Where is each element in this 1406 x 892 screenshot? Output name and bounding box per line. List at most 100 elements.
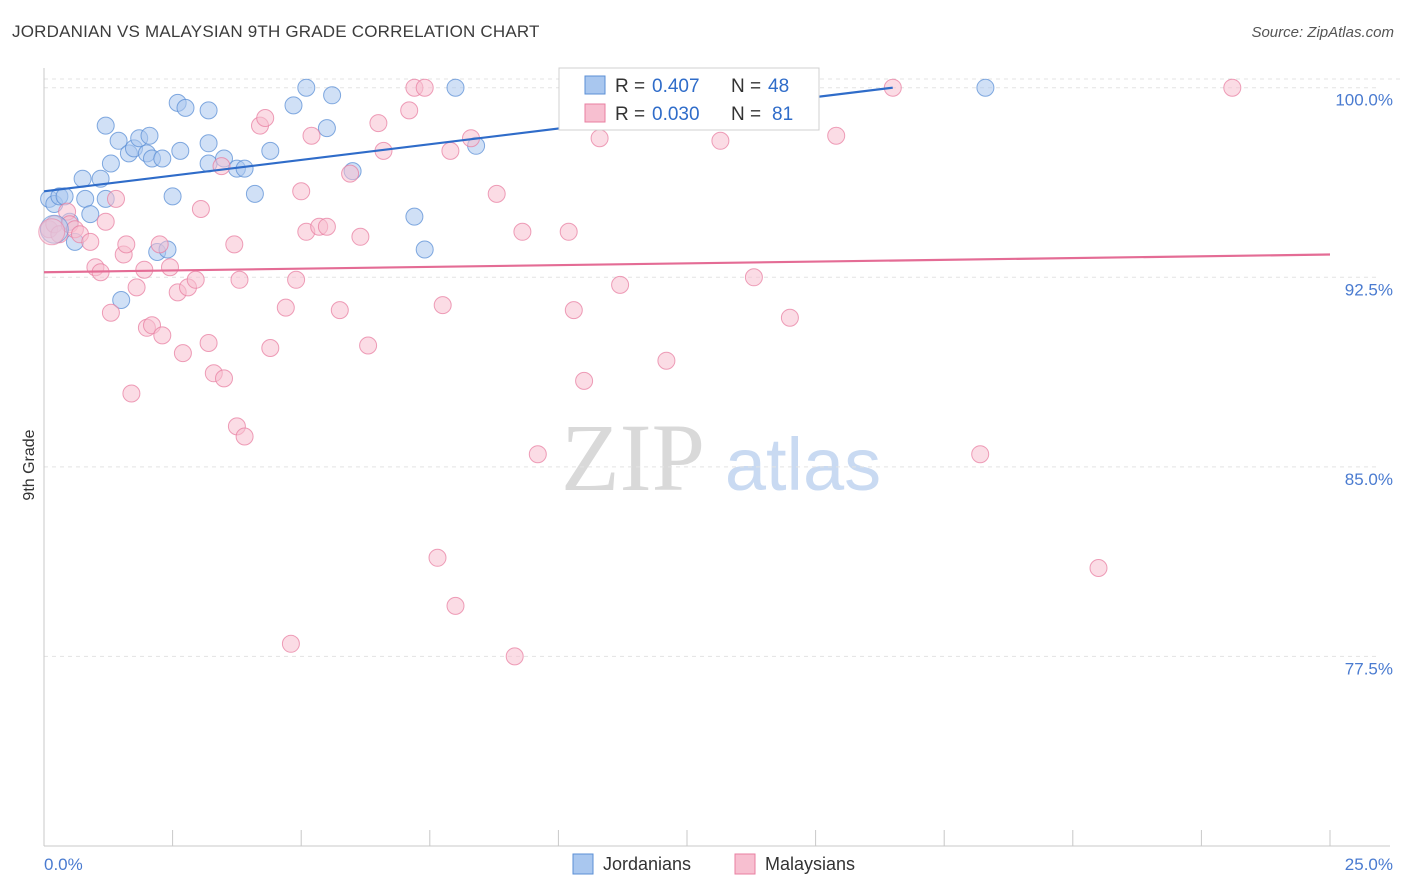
point-malaysians[interactable] <box>191 200 210 218</box>
point-malaysians[interactable] <box>117 235 136 254</box>
point-malaysians[interactable] <box>186 270 205 289</box>
point-malaysians[interactable] <box>505 647 524 666</box>
point-malaysians[interactable] <box>433 296 452 315</box>
point-jordanians[interactable] <box>415 240 434 259</box>
point-malaysians[interactable] <box>230 270 249 289</box>
watermark-atlas: atlas <box>725 423 881 506</box>
point-malaysians[interactable] <box>127 278 146 297</box>
point-malaysians[interactable] <box>513 222 532 241</box>
point-jordanians[interactable] <box>171 141 190 160</box>
point-malaysians[interactable] <box>302 126 321 145</box>
point-malaysians[interactable] <box>276 298 295 317</box>
bottom-legend-label-jordanians[interactable]: Jordanians <box>603 854 691 874</box>
legend-r-value-jordanians: 0.407 <box>652 76 700 97</box>
point-malaysians[interactable] <box>261 339 280 357</box>
legend-n-value-jordanians: 48 <box>768 76 789 97</box>
bottom-legend-swatch-jordanians[interactable] <box>572 853 594 875</box>
legend-swatch-jordanians <box>584 75 606 95</box>
point-malaysians[interactable] <box>780 308 799 327</box>
point-jordanians[interactable] <box>153 149 172 168</box>
point-jordanians[interactable] <box>109 131 128 150</box>
point-malaysians[interactable] <box>359 336 378 355</box>
point-jordanians[interactable] <box>73 169 92 188</box>
point-malaysians[interactable] <box>827 126 846 145</box>
point-cluster-malaysians[interactable] <box>38 218 66 246</box>
point-malaysians[interactable] <box>528 445 547 464</box>
point-malaysians[interactable] <box>212 157 231 176</box>
point-malaysians[interactable] <box>122 384 141 403</box>
point-jordanians[interactable] <box>317 119 336 138</box>
x-tick-label-max: 25.0% <box>1345 855 1393 874</box>
point-malaysians[interactable] <box>1223 78 1242 97</box>
point-jordanians[interactable] <box>976 78 995 97</box>
point-jordanians[interactable] <box>101 154 120 173</box>
point-malaysians[interactable] <box>287 270 306 289</box>
point-malaysians[interactable] <box>256 109 275 127</box>
point-malaysians[interactable] <box>351 227 370 246</box>
point-jordanians[interactable] <box>297 78 316 97</box>
point-malaysians[interactable] <box>415 78 434 97</box>
point-malaysians[interactable] <box>150 235 169 254</box>
point-malaysians[interactable] <box>971 445 990 464</box>
point-jordanians[interactable] <box>245 184 264 203</box>
point-malaysians[interactable] <box>235 427 254 446</box>
point-jordanians[interactable] <box>199 134 218 153</box>
legend-r-value-malaysians: 0.030 <box>652 104 700 125</box>
point-malaysians[interactable] <box>1089 559 1108 577</box>
point-jordanians[interactable] <box>284 96 303 115</box>
point-malaysians[interactable] <box>441 141 460 160</box>
point-malaysians[interactable] <box>101 303 120 322</box>
chart-title: JORDANIAN VS MALAYSIAN 9TH GRADE CORRELA… <box>12 22 540 41</box>
point-malaysians[interactable] <box>559 222 578 241</box>
point-malaysians[interactable] <box>96 212 115 231</box>
point-malaysians[interactable] <box>611 275 630 294</box>
point-malaysians[interactable] <box>428 548 447 567</box>
point-malaysians[interactable] <box>711 131 730 150</box>
point-malaysians[interactable] <box>107 189 125 208</box>
point-jordanians[interactable] <box>81 205 100 224</box>
trend-line-malaysians <box>43 253 1331 274</box>
legend-swatch-malaysians <box>584 103 606 123</box>
point-malaysians[interactable] <box>341 164 360 183</box>
point-jordanians[interactable] <box>112 291 131 309</box>
x-tick-label-min: 0.0% <box>44 855 83 874</box>
point-malaysians[interactable] <box>564 301 583 320</box>
point-malaysians[interactable] <box>199 334 218 352</box>
point-malaysians[interactable] <box>153 326 172 345</box>
bottom-legend-swatch-malaysians[interactable] <box>734 853 756 875</box>
point-jordanians[interactable] <box>163 187 182 206</box>
data-points <box>38 78 1242 666</box>
point-malaysians[interactable] <box>281 634 300 653</box>
point-malaysians[interactable] <box>292 182 311 201</box>
point-jordanians[interactable] <box>76 189 95 208</box>
point-malaysians[interactable] <box>400 101 419 120</box>
point-jordanians[interactable] <box>261 141 280 160</box>
point-malaysians[interactable] <box>446 596 465 615</box>
point-malaysians[interactable] <box>81 232 100 251</box>
point-jordanians[interactable] <box>140 126 159 145</box>
point-malaysians[interactable] <box>590 129 609 148</box>
point-malaysians[interactable] <box>369 114 388 133</box>
point-jordanians[interactable] <box>405 207 424 226</box>
point-jordanians[interactable] <box>199 101 218 120</box>
point-malaysians[interactable] <box>215 369 233 388</box>
point-jordanians[interactable] <box>323 86 342 105</box>
point-jordanians[interactable] <box>446 78 465 97</box>
point-malaysians[interactable] <box>317 217 336 236</box>
point-malaysians[interactable] <box>487 184 506 203</box>
legend-n-value-malaysians: 81 <box>772 104 793 125</box>
series-legend: Jordanians Malaysians <box>572 853 855 875</box>
point-malaysians[interactable] <box>173 344 192 363</box>
point-malaysians[interactable] <box>225 235 244 254</box>
point-malaysians[interactable] <box>657 351 676 370</box>
point-malaysians[interactable] <box>161 258 179 277</box>
point-jordanians[interactable] <box>176 98 195 117</box>
legend-r-label-1: R = <box>615 76 645 97</box>
bottom-legend-label-malaysians[interactable]: Malaysians <box>765 854 855 874</box>
point-malaysians[interactable] <box>744 268 763 287</box>
point-jordanians[interactable] <box>96 116 115 135</box>
point-malaysians[interactable] <box>575 371 594 390</box>
point-malaysians[interactable] <box>330 301 349 320</box>
y-tick-label: 77.5% <box>1345 659 1393 678</box>
